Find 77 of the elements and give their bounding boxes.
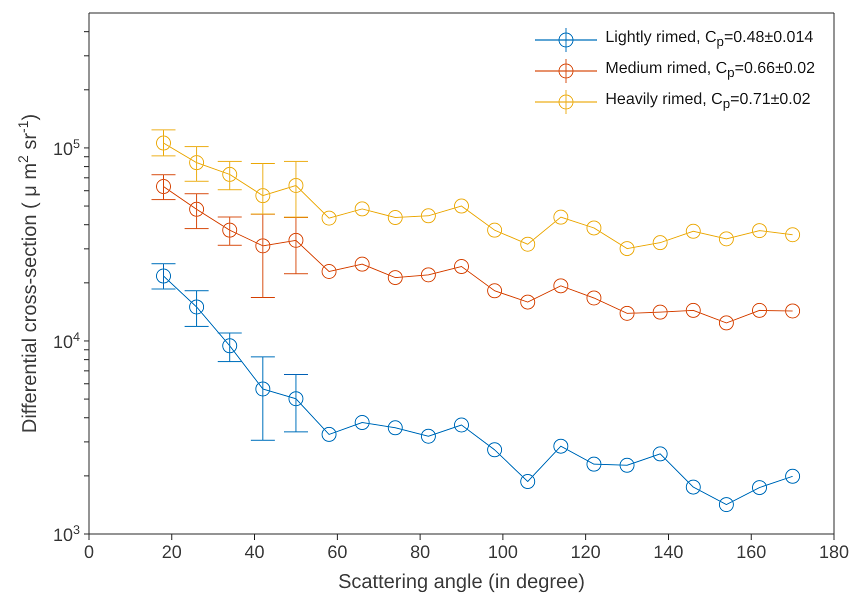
point — [553, 278, 568, 294]
point — [388, 270, 403, 286]
point — [553, 438, 568, 454]
point — [652, 304, 668, 320]
y-tick-label: 10$^{5}$ — [52, 136, 80, 159]
point — [222, 166, 238, 182]
point — [586, 456, 602, 472]
point — [156, 136, 171, 151]
x-tick-label: 140 — [653, 542, 684, 562]
x-axis-title: Scattering angle (in degree) — [338, 571, 585, 593]
point — [322, 210, 337, 226]
point — [156, 179, 171, 194]
point — [288, 232, 304, 248]
legend-label: Heavily rimed, C$_{p}$=0.71±0.02 — [605, 91, 811, 112]
point — [222, 338, 238, 354]
point — [255, 381, 270, 396]
x-tick-label: 40 — [244, 542, 265, 562]
point — [752, 302, 767, 318]
point — [189, 299, 204, 314]
x-tick-label: 120 — [570, 542, 601, 562]
point — [354, 256, 370, 272]
point — [620, 306, 635, 321]
x-tick-label: 60 — [327, 542, 348, 562]
point — [388, 210, 403, 226]
point — [420, 428, 436, 444]
point — [354, 201, 370, 216]
point — [222, 222, 238, 238]
point — [255, 238, 270, 254]
point — [686, 224, 701, 239]
point — [686, 480, 701, 495]
point — [454, 418, 469, 432]
point — [718, 497, 734, 512]
point — [487, 222, 502, 238]
point — [752, 223, 767, 238]
y-tick-label: 10$^{3}$ — [52, 523, 80, 545]
point — [189, 155, 204, 170]
point — [156, 268, 171, 284]
point — [420, 208, 436, 224]
point — [322, 264, 337, 279]
point — [354, 415, 370, 430]
x-tick-label: 20 — [162, 542, 182, 562]
point — [388, 420, 403, 436]
point — [718, 315, 734, 330]
point — [718, 231, 734, 246]
point — [288, 178, 304, 193]
point — [752, 480, 767, 496]
x-tick-label: 0 — [84, 542, 94, 562]
legend-label: Lightly rimed, C$_{p}$=0.48±0.014 — [605, 29, 814, 50]
point — [586, 220, 602, 236]
x-tick-label: 80 — [410, 542, 430, 562]
point — [454, 198, 469, 214]
point — [620, 241, 635, 256]
point — [553, 210, 568, 225]
legend-label: Medium rimed, C$_{p}$=0.66±0.02 — [605, 60, 815, 81]
point — [785, 303, 800, 318]
point — [620, 458, 635, 473]
point — [322, 426, 337, 442]
x-tick-label: 100 — [488, 542, 518, 562]
point — [189, 202, 204, 217]
point — [288, 391, 304, 406]
point — [487, 283, 502, 298]
point — [420, 267, 436, 282]
point — [652, 235, 668, 250]
point — [255, 188, 270, 204]
point — [586, 290, 602, 306]
point — [785, 227, 800, 242]
point — [652, 446, 668, 462]
x-tick-label: 180 — [818, 542, 850, 562]
point — [520, 236, 536, 252]
point — [487, 442, 502, 458]
point — [454, 259, 469, 274]
x-tick-label: 160 — [736, 542, 766, 562]
y-tick-label: 10$^{4}$ — [52, 330, 80, 352]
point — [686, 302, 701, 318]
point — [520, 474, 536, 490]
point — [785, 468, 800, 484]
point — [520, 294, 536, 310]
